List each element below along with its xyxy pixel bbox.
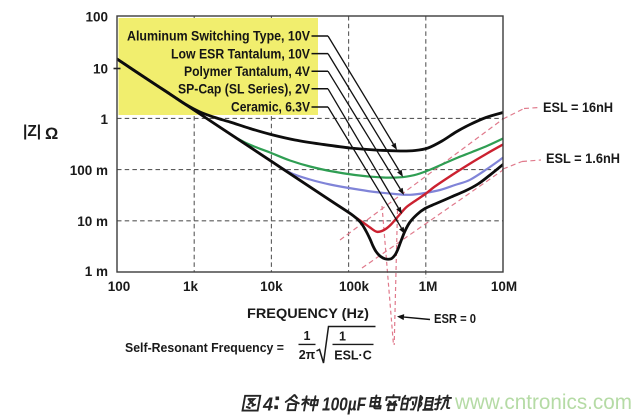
svg-text:100 m: 100 m	[70, 163, 108, 178]
svg-text:10k: 10k	[260, 279, 283, 294]
svg-text:Ceramic, 6.3V: Ceramic, 6.3V	[231, 100, 310, 116]
svg-text:ESR = 0: ESR = 0	[434, 311, 476, 326]
svg-text:10: 10	[93, 62, 108, 77]
svg-text:2π: 2π	[299, 348, 316, 362]
svg-text:ESL = 16nH: ESL = 16nH	[543, 100, 613, 115]
svg-text:100k: 100k	[339, 279, 370, 294]
svg-text:ESL = 1.6nH: ESL = 1.6nH	[546, 151, 620, 166]
svg-text:1 m: 1 m	[85, 264, 108, 279]
svg-text:100: 100	[85, 10, 108, 25]
svg-text:Self-Resonant Frequency =: Self-Resonant Frequency =	[125, 340, 284, 355]
svg-text:100µF: 100µF	[322, 395, 367, 415]
svg-text:www.cntronics.com: www.cntronics.com	[454, 390, 632, 414]
svg-text:100: 100	[108, 279, 131, 294]
svg-text:Aluminum Switching Type, 10V: Aluminum Switching Type, 10V	[127, 29, 310, 45]
svg-text:SP-Cap (SL Series), 2V: SP-Cap (SL Series), 2V	[178, 82, 310, 98]
svg-text:FREQUENCY (Hz): FREQUENCY (Hz)	[247, 306, 369, 321]
svg-text:|Z|: |Z|	[23, 123, 41, 140]
svg-text:10M: 10M	[491, 279, 517, 294]
svg-text:ESL·C: ESL·C	[334, 349, 372, 363]
svg-text:1k: 1k	[183, 279, 199, 294]
svg-text:1: 1	[339, 330, 346, 344]
svg-text:4: 4	[262, 395, 273, 415]
svg-text:1: 1	[100, 112, 108, 127]
svg-text:Polymer Tantalum, 4V: Polymer Tantalum, 4V	[184, 64, 310, 80]
svg-text:1: 1	[304, 329, 311, 343]
svg-text:1M: 1M	[419, 279, 438, 294]
svg-text:Low ESR Tantalum, 10V: Low ESR Tantalum, 10V	[171, 46, 310, 62]
svg-text:Ω: Ω	[45, 125, 58, 143]
svg-text:10 m: 10 m	[77, 214, 108, 229]
